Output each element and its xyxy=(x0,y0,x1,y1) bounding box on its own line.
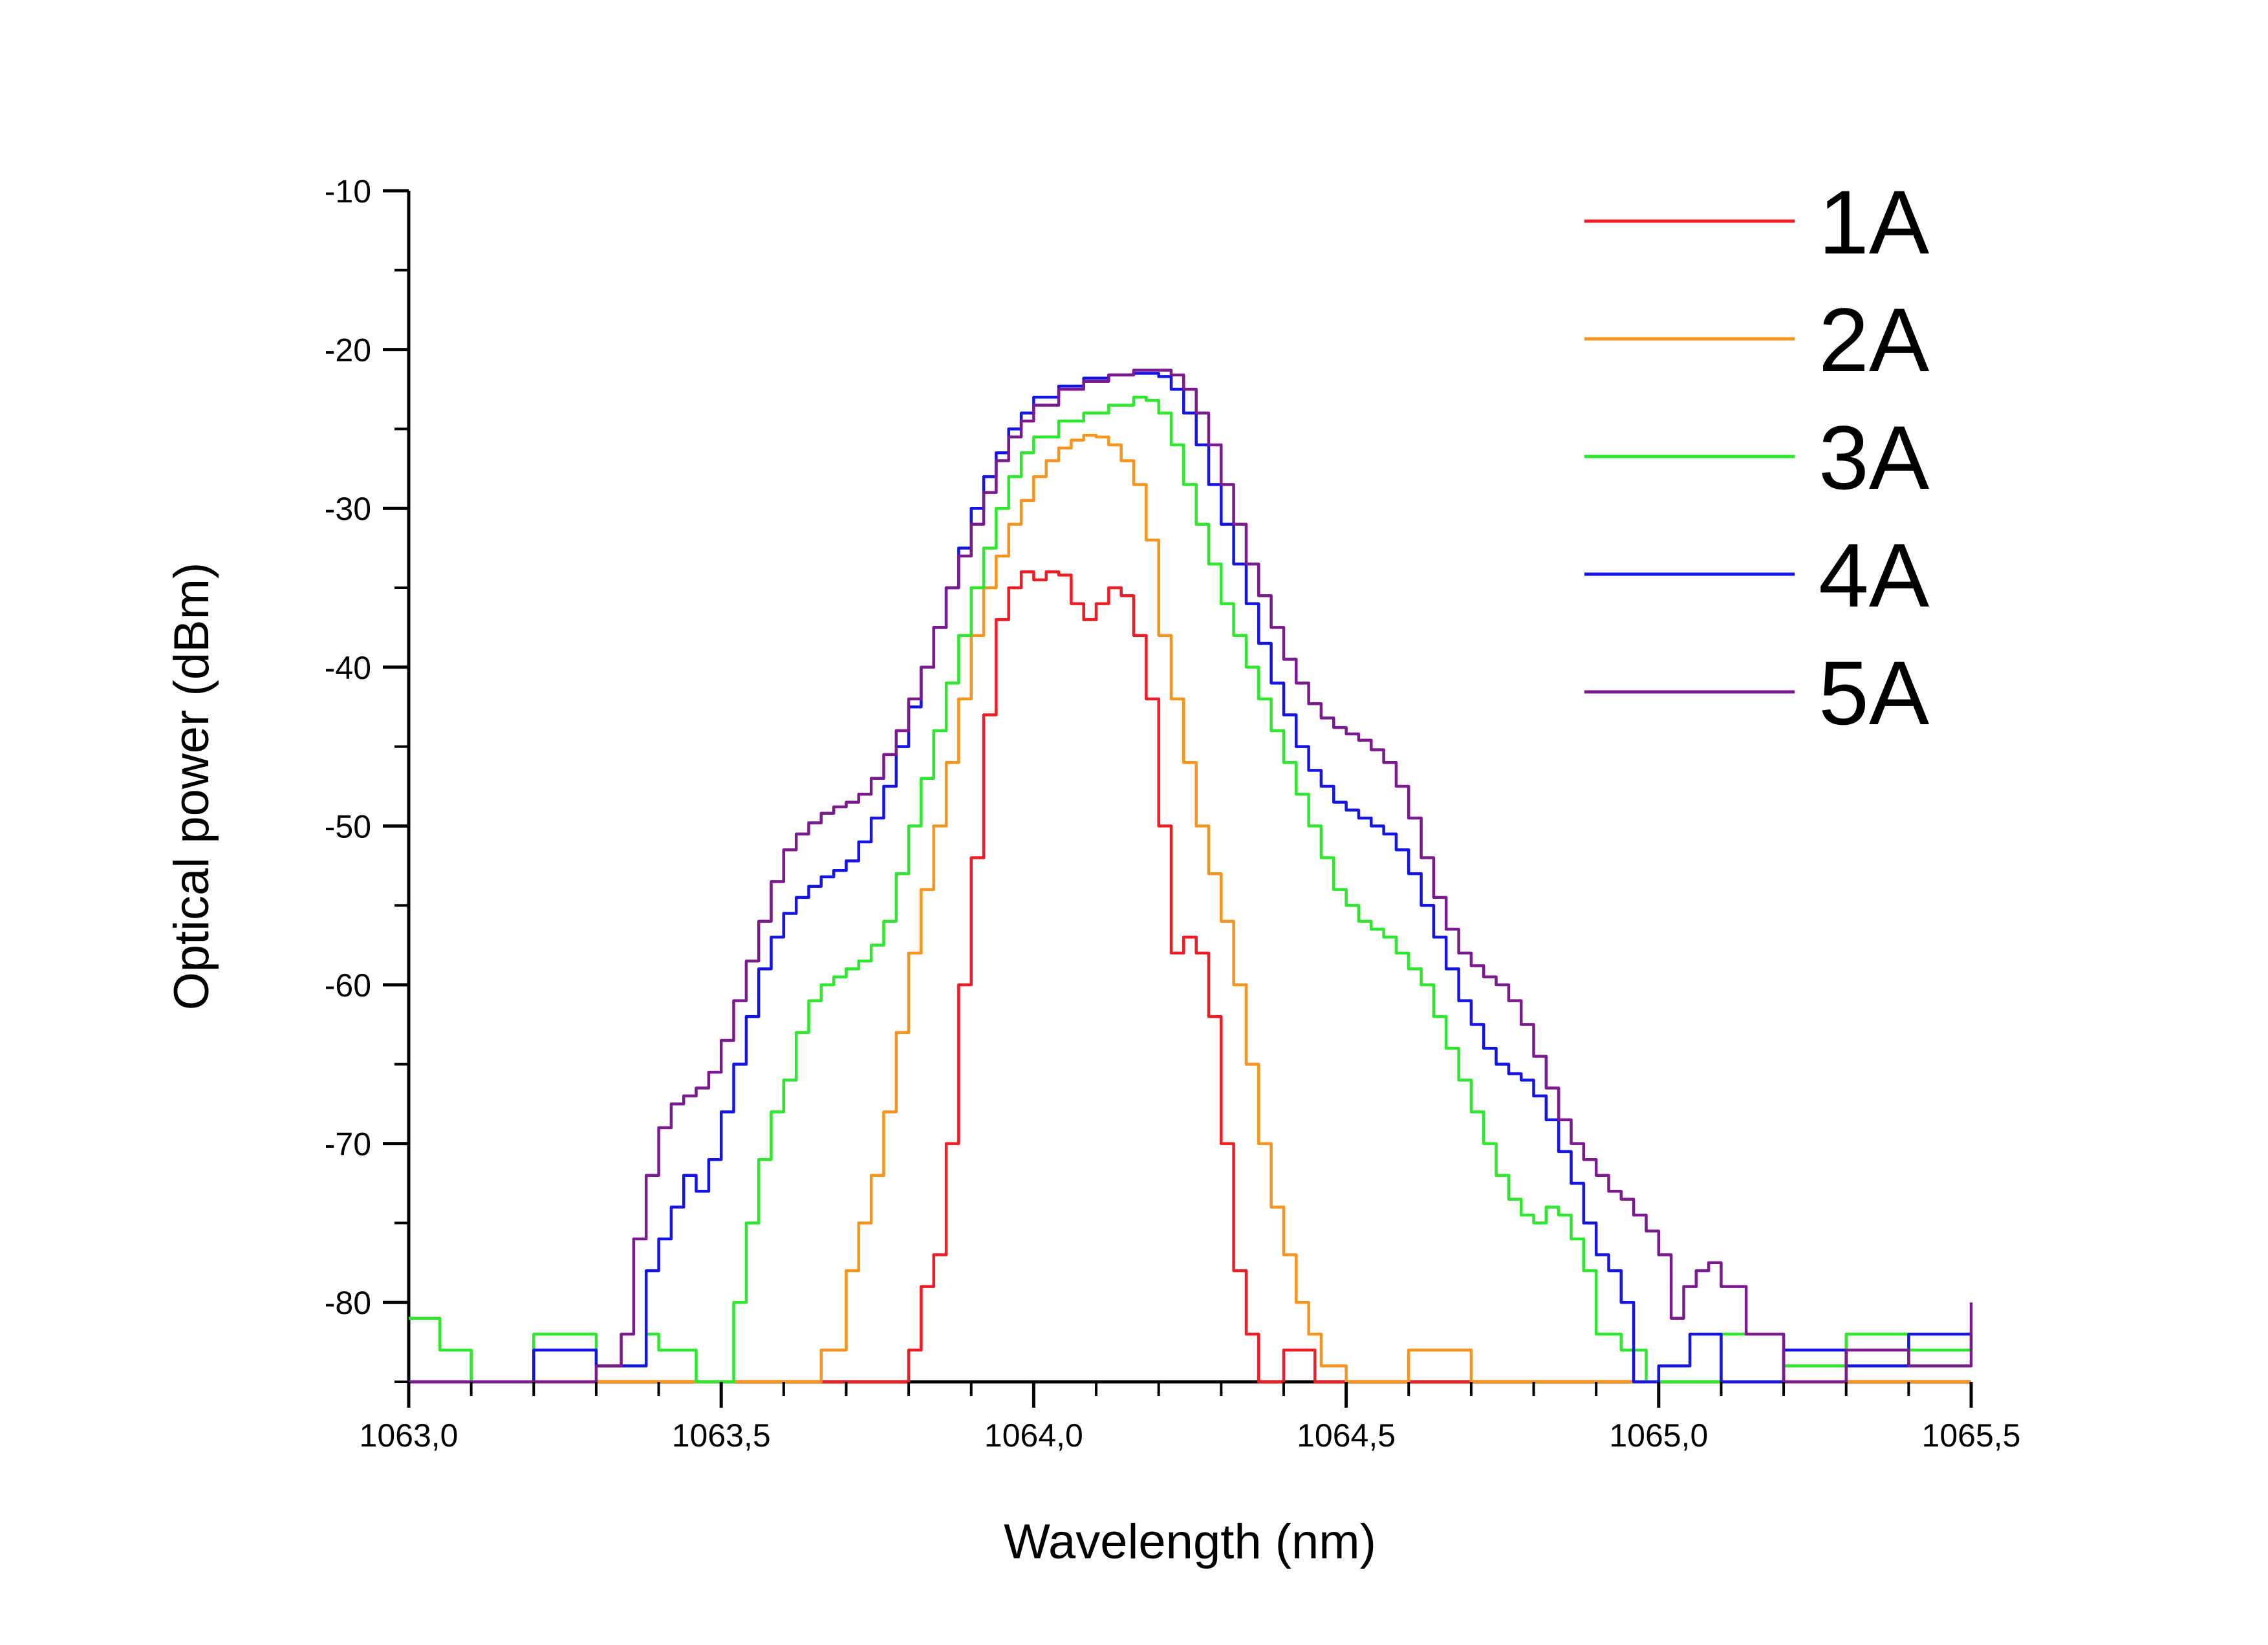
y-tick-label: -70 xyxy=(325,1126,371,1163)
plot-frame xyxy=(407,191,1971,1384)
y-tick-label: -20 xyxy=(325,332,371,369)
legend-label-2A: 2A xyxy=(1819,289,1930,391)
x-tick-label: 1063,0 xyxy=(360,1417,459,1454)
series-line-1A xyxy=(409,570,1971,1384)
y-tick-label: -60 xyxy=(325,967,371,1004)
x-tick-label: 1065,0 xyxy=(1609,1417,1708,1454)
x-tick-label: 1064,5 xyxy=(1297,1417,1396,1454)
x-tick-label: 1064,0 xyxy=(984,1417,1083,1454)
series-line-2A xyxy=(409,433,1971,1384)
series-line-3A xyxy=(409,396,1973,1384)
y-tick-label: -40 xyxy=(325,650,371,686)
legend-label-3A: 3A xyxy=(1819,407,1930,508)
legend-label-4A: 4A xyxy=(1819,524,1930,626)
y-tick-label: -30 xyxy=(325,491,371,527)
legend-label-5A: 5A xyxy=(1819,642,1930,744)
x-tick-label: 1065,5 xyxy=(1922,1417,2021,1454)
y-axis-ticks: -10 -20 -30 -40 -50 -60 -70 -80 xyxy=(325,173,409,1383)
y-tick-label: -50 xyxy=(325,808,371,844)
x-axis-ticks: 1063,0 1063,5 1064,0 1064,5 1065,0 1065,5 xyxy=(360,1382,2021,1454)
legend-label-1A: 1A xyxy=(1819,171,1930,273)
y-axis-title: Optical power (dBm) xyxy=(164,563,219,1011)
x-axis-title: Wavelength (nm) xyxy=(1004,1514,1376,1569)
series-lines xyxy=(409,369,1973,1384)
y-tick-label: -10 xyxy=(325,173,371,210)
series-line-4A xyxy=(409,372,1971,1384)
legend: 1A 2A 3A 4A 5A xyxy=(1584,171,1930,744)
x-tick-label: 1063,5 xyxy=(672,1417,771,1454)
series-line-5A xyxy=(409,369,1973,1384)
y-tick-label: -80 xyxy=(325,1285,371,1321)
